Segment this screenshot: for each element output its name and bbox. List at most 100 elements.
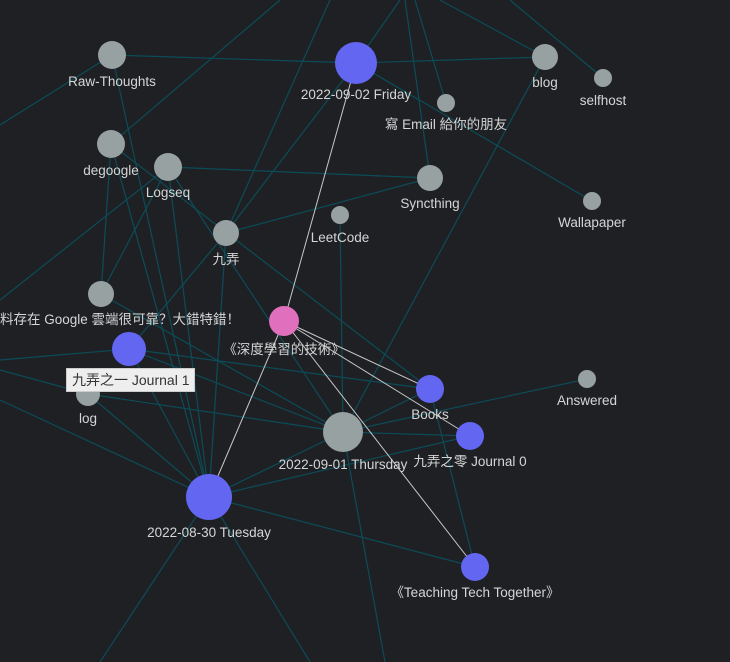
node-circle[interactable]	[331, 206, 349, 224]
node-label: 九弄之零 Journal 0	[413, 454, 526, 469]
graph-edge	[100, 166, 169, 295]
graph-node-leet[interactable]: LeetCode	[311, 206, 370, 245]
node-circle[interactable]	[416, 375, 444, 403]
graph-node-answered[interactable]: Answered	[557, 370, 617, 408]
graph-edge	[225, 0, 331, 234]
node-circle[interactable]	[578, 370, 596, 388]
node-circle[interactable]	[456, 422, 484, 450]
graph-edge	[439, 0, 546, 58]
graph-edge	[87, 393, 344, 433]
graph-node-logseq[interactable]: Logseq	[146, 153, 190, 200]
graph-node-thu[interactable]: 2022-09-01 Thursday	[279, 412, 408, 472]
graph-edge	[342, 378, 588, 433]
graph-node-google[interactable]: 料存在 Google 雲端很可靠？大錯特錯！	[0, 281, 240, 327]
graph-edge	[0, 54, 113, 126]
node-label: Wallapaper	[558, 215, 626, 230]
graph-edge	[0, 399, 210, 498]
graph-node-email[interactable]: 寫 Email 給你的朋友	[385, 94, 507, 132]
node-circle[interactable]	[98, 41, 126, 69]
graph-node-books[interactable]: Books	[411, 375, 449, 422]
node-label: Syncthing	[400, 196, 459, 211]
node-label: 《Teaching Tech Together》	[390, 585, 559, 600]
node-circle[interactable]	[583, 192, 601, 210]
graph-edge	[167, 166, 431, 179]
graph-node-deep[interactable]: 《深度學習的技術》	[223, 306, 345, 357]
graph-edge	[208, 496, 311, 662]
graph-edge	[128, 232, 227, 350]
graph-node-syncthing[interactable]: Syncthing	[400, 165, 460, 211]
graph-edge	[509, 0, 604, 79]
node-label: 寫 Email 給你的朋友	[385, 116, 507, 132]
graph-node-fri[interactable]: 2022-09-02 Friday	[301, 42, 412, 102]
node-label: 2022-09-02 Friday	[301, 87, 412, 102]
node-circle[interactable]	[269, 306, 299, 336]
node-circle[interactable]	[437, 94, 455, 112]
node-label: log	[79, 411, 97, 426]
highlighted-edge	[208, 320, 285, 498]
graph-edge	[111, 54, 357, 64]
graph-edge	[342, 56, 546, 433]
node-label: 《深度學習的技術》	[223, 342, 345, 357]
graph-node-blog[interactable]: blog	[532, 44, 558, 90]
graph-edge	[87, 393, 210, 498]
graph-node-teach[interactable]: 《Teaching Tech Together》	[390, 553, 560, 600]
graph-node-jiu[interactable]: 九弄	[213, 220, 240, 267]
graph-edge	[128, 348, 431, 390]
graph-node-j1[interactable]	[112, 332, 146, 366]
node-circle[interactable]	[323, 412, 363, 452]
graph-node-raw[interactable]: Raw-Thoughts	[68, 41, 156, 89]
graph-node-tue[interactable]: 2022-08-30 Tuesday	[147, 474, 271, 540]
highlighted-edge	[283, 320, 431, 390]
graph-edge	[342, 431, 471, 437]
node-tooltip: 九弄之一 Journal 1	[66, 368, 196, 392]
node-circle[interactable]	[154, 153, 182, 181]
graph-edge	[167, 166, 210, 498]
node-circle[interactable]	[461, 553, 489, 581]
node-circle[interactable]	[532, 44, 558, 70]
node-label: LeetCode	[311, 230, 370, 245]
node-circle[interactable]	[213, 220, 239, 246]
graph-edge	[0, 166, 169, 301]
node-label: Raw-Thoughts	[68, 74, 156, 89]
graph-node-selfhost[interactable]: selfhost	[580, 69, 627, 108]
graph-edge	[342, 431, 386, 662]
node-label: degoogle	[83, 163, 139, 178]
graph-edge	[429, 388, 476, 568]
graph-edge	[208, 496, 476, 568]
graph-edge	[355, 56, 546, 64]
graph-node-j0[interactable]: 九弄之零 Journal 0	[413, 422, 527, 469]
edges-layer	[0, 0, 604, 662]
graph-edge	[0, 348, 130, 361]
node-circle[interactable]	[88, 281, 114, 307]
node-label: 2022-08-30 Tuesday	[147, 525, 271, 540]
graph-edge	[208, 435, 471, 498]
graph-node-wall[interactable]: Wallapaper	[558, 192, 626, 230]
node-circle[interactable]	[594, 69, 612, 87]
graph-edge	[99, 496, 210, 662]
graph-edge	[355, 62, 593, 202]
graph-node-degoogle[interactable]: degoogle	[83, 130, 139, 178]
node-label: 2022-09-01 Thursday	[279, 457, 408, 472]
node-circle[interactable]	[186, 474, 232, 520]
node-circle[interactable]	[417, 165, 443, 191]
graph-edge	[167, 166, 344, 433]
node-label: Books	[411, 407, 449, 422]
node-circle[interactable]	[97, 130, 125, 158]
node-circle[interactable]	[112, 332, 146, 366]
node-label: selfhost	[580, 93, 627, 108]
highlighted-edge	[283, 320, 471, 437]
nodes-layer: Raw-Thoughts 2022-09-02 Friday blog selfhos…	[0, 41, 627, 600]
node-label: 九弄	[213, 252, 240, 267]
graph-edge	[100, 143, 112, 295]
graph-edge	[404, 0, 431, 179]
node-circle[interactable]	[335, 42, 377, 84]
graph-edge	[128, 348, 344, 433]
node-label: 料存在 Google 雲端很可靠？大錯特錯！	[0, 312, 240, 327]
graph-edge	[110, 143, 210, 498]
graph-edge	[414, 0, 447, 104]
graph-edge	[208, 232, 227, 498]
node-label: Answered	[557, 393, 617, 408]
graph-edge	[339, 214, 344, 433]
